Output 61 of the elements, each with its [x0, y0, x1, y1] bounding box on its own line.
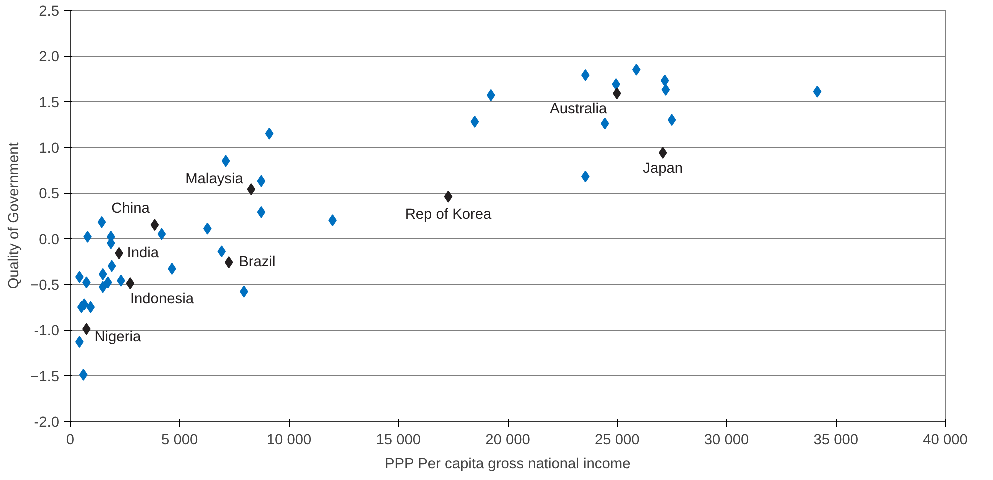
y-tick-label: -2.0	[34, 415, 60, 431]
point	[662, 84, 670, 96]
annotation: Australia	[550, 102, 608, 118]
y-tick-label: 2.0	[39, 50, 60, 66]
x-tick-label: 40 000	[923, 432, 968, 448]
y-tick-label: 1.0	[39, 141, 60, 157]
y-axis-title: Quality of Government	[6, 142, 23, 290]
point	[632, 64, 641, 76]
x-tick-label: 25 000	[594, 432, 640, 448]
y-tick-label: 2.5	[39, 4, 60, 20]
y-tick-label: −0.5	[30, 278, 60, 294]
point	[265, 128, 274, 140]
point	[813, 86, 822, 98]
point	[581, 69, 590, 82]
y-tick-label: 0.5	[39, 186, 60, 203]
point	[257, 175, 266, 188]
x-tick-label: 5 000	[162, 432, 198, 448]
point	[104, 276, 112, 289]
point	[600, 118, 610, 130]
point	[612, 88, 622, 100]
point	[486, 89, 496, 102]
point	[660, 74, 670, 87]
point	[108, 260, 116, 272]
x-tick-label: 35 000	[814, 432, 859, 448]
y-tick-label: -1.0	[34, 324, 60, 340]
point	[668, 114, 676, 126]
x-tick-label: 30 000	[704, 432, 750, 448]
point	[470, 116, 480, 128]
point	[79, 368, 88, 381]
point	[257, 206, 266, 218]
point	[203, 222, 212, 235]
point	[581, 170, 590, 183]
annotation: Japan	[643, 160, 684, 177]
x-tick-label: 10 000	[266, 432, 312, 448]
annotation: Malaysia	[186, 172, 244, 188]
y-tick-label: −1.5	[30, 369, 60, 386]
annotation: India	[127, 245, 160, 262]
x-tick-label: 20 000	[486, 432, 530, 448]
point	[658, 146, 668, 159]
x-tick-label: 15 000	[376, 432, 422, 448]
point	[224, 256, 234, 269]
point	[222, 155, 230, 168]
annotation: Nigeria	[94, 329, 142, 346]
point	[158, 228, 166, 240]
y-tick-label: 1.5	[39, 95, 60, 112]
point	[247, 184, 256, 196]
point	[126, 278, 135, 290]
x-tick-label: 0	[66, 432, 75, 448]
x-axis-title: PPP Per capita gross national income	[384, 456, 631, 472]
annotation: Rep of Korea	[405, 206, 493, 223]
annotation: Indonesia	[130, 292, 195, 308]
point	[98, 216, 106, 228]
annotation: China	[112, 201, 151, 218]
point	[86, 301, 96, 314]
point	[150, 219, 160, 232]
point	[98, 268, 108, 280]
annotation: Brazil	[239, 254, 276, 271]
point	[98, 281, 108, 294]
point	[444, 190, 453, 203]
point	[218, 246, 226, 258]
y-tick-label: 0.0	[39, 232, 60, 248]
